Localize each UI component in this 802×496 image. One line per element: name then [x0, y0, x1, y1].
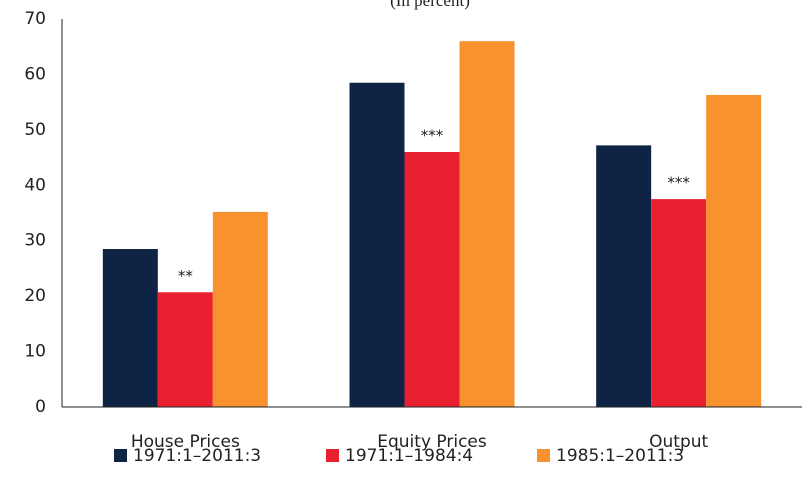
x-tick-label: House Prices — [131, 432, 240, 452]
y-tick-label: 20 — [24, 286, 46, 306]
legend-label: 1971:1–2011:3 — [133, 446, 261, 466]
bar — [404, 152, 460, 407]
legend-label: 1971:1–1984:4 — [345, 446, 473, 466]
y-tick-label: 0 — [35, 397, 46, 417]
chart-subtitle: (In percent) — [390, 0, 470, 10]
legend-swatch — [537, 449, 550, 462]
y-tick-label: 40 — [24, 175, 46, 195]
bar — [596, 145, 652, 407]
legend-swatch — [114, 449, 127, 462]
legend-swatch — [326, 449, 339, 462]
y-tick-label: 10 — [24, 342, 46, 362]
bar-annotation: *** — [667, 174, 690, 192]
bar-annotation: *** — [421, 127, 444, 145]
x-tick-label: Equity Prices — [377, 432, 487, 452]
bar — [706, 94, 762, 408]
bar — [157, 292, 213, 407]
bar — [349, 82, 405, 407]
bar-annotation: ** — [178, 267, 194, 285]
bar — [651, 199, 707, 407]
legend-label: 1985:1–2011:3 — [556, 446, 684, 466]
x-tick-label: Output — [649, 432, 708, 452]
bar — [459, 41, 515, 408]
y-tick-label: 60 — [24, 64, 46, 84]
y-tick-label: 70 — [24, 9, 46, 29]
y-tick-label: 50 — [24, 120, 46, 140]
y-tick-label: 30 — [24, 231, 46, 251]
bar — [102, 249, 158, 407]
bar — [212, 211, 268, 407]
